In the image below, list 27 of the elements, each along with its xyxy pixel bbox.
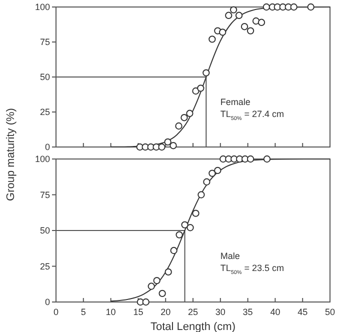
annotation: Male — [220, 251, 240, 262]
x-tick-label: 10 — [106, 307, 116, 317]
y-axis-title: Group maturity (%) — [5, 108, 17, 201]
annotation: TL$_{50%}$ = 23.5 cm — [220, 263, 284, 276]
y-tick-label: 75 — [40, 37, 50, 48]
y-tick-label: 100 — [34, 154, 50, 164]
x-tick-label: 35 — [242, 307, 253, 317]
y-tick-label: 100 — [34, 2, 50, 12]
x-tick-label: 20 — [160, 307, 171, 317]
x-tick-label: 45 — [298, 307, 308, 317]
y-tick-label: 50 — [40, 72, 50, 82]
y-tick-label: 0 — [44, 142, 50, 152]
x-tick-label: 50 — [324, 307, 336, 317]
x-tick-label: 25 — [188, 307, 198, 317]
y-tick-label: 50 — [40, 226, 50, 236]
x-axis-title: Total Length (cm) — [150, 321, 236, 332]
y-tick-label: 25 — [40, 261, 50, 272]
x-tick-label: 15 — [133, 307, 144, 317]
y-tick-label: 75 — [40, 190, 50, 200]
y-tick-label: 0 — [44, 297, 50, 308]
x-tick-label: 0 — [53, 307, 59, 317]
y-tick-label: 25 — [40, 107, 50, 118]
x-tick-label: 40 — [270, 307, 280, 317]
x-tick-label: 30 — [215, 307, 226, 317]
annotation: Female — [220, 97, 250, 107]
x-tick-label: 5 — [80, 307, 86, 317]
annotation: TL$_{50%}$ = 27.4 cm — [220, 109, 284, 122]
